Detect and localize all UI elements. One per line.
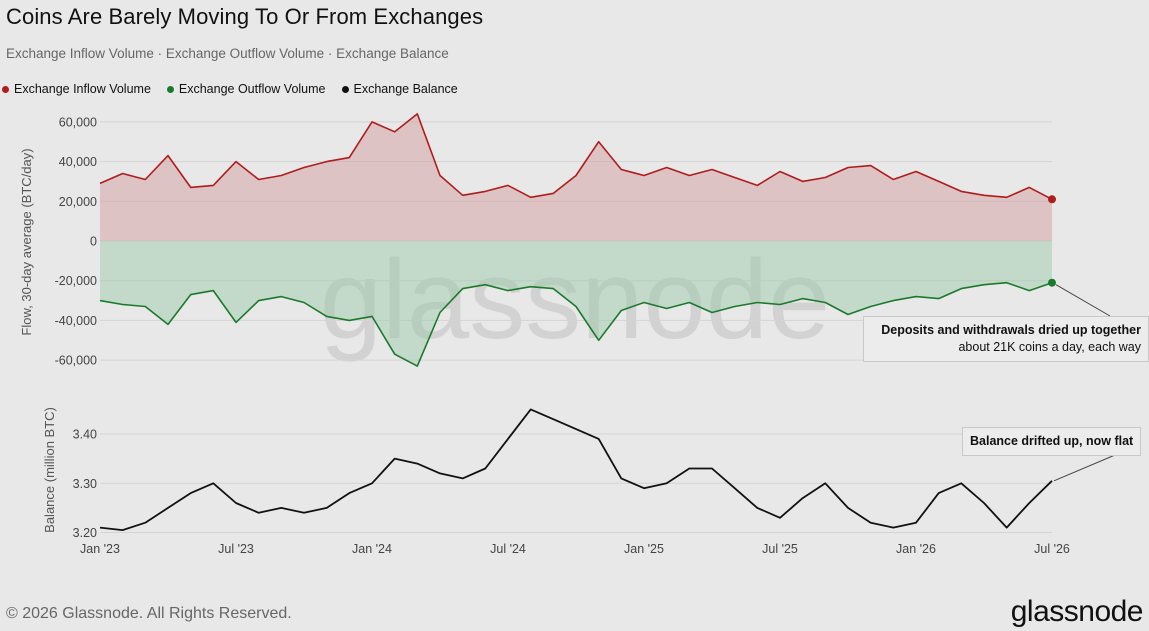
- chart-subtitle: Exchange Inflow Volume · Exchange Outflo…: [6, 46, 449, 61]
- x-tick-label: Jan '24: [352, 542, 392, 556]
- inflow-area: [100, 113, 1052, 241]
- x-tick-label: Jul '26: [1034, 542, 1070, 556]
- flow-tick-label: -40,000: [55, 314, 97, 328]
- legend: Exchange Inflow Volume Exchange Outflow …: [2, 82, 458, 96]
- flow-axis-label: Flow, 30-day average (BTC/day): [19, 148, 34, 335]
- x-tick-label: Jul '25: [762, 542, 798, 556]
- legend-label-balance: Exchange Balance: [353, 82, 458, 96]
- balance-axis-label: Balance (million BTC): [42, 407, 57, 533]
- flow-tick-label: 20,000: [59, 195, 97, 209]
- flow-annotation-leader: [1055, 284, 1111, 317]
- x-tick-label: Jul '23: [218, 542, 254, 556]
- flow-tick-label: 40,000: [59, 155, 97, 169]
- balance-tick-label: 3.20: [73, 526, 97, 540]
- outflow-area: [100, 241, 1052, 367]
- x-tick-label: Jan '23: [80, 542, 120, 556]
- inflow-end-point: [1048, 195, 1056, 204]
- outflow-end-point: [1048, 278, 1056, 287]
- x-tick-label: Jan '25: [624, 542, 664, 556]
- copyright: © 2026 Glassnode. All Rights Reserved.: [6, 605, 292, 622]
- legend-dot-balance: [341, 85, 349, 93]
- balance-line: [99, 408, 1053, 531]
- legend-dot-outflow: [166, 85, 174, 93]
- chart-title: Coins Are Barely Moving To Or From Excha…: [6, 4, 484, 29]
- brand-logo: glassnode: [1010, 595, 1144, 628]
- outflow-line: [99, 281, 1053, 367]
- x-tick-label: Jul '24: [490, 542, 526, 556]
- legend-item-outflow[interactable]: Exchange Outflow Volume: [166, 82, 326, 96]
- legend-item-balance[interactable]: Exchange Balance: [341, 82, 458, 96]
- flow-annotation-body: about 21K coins a day, each way: [958, 340, 1141, 354]
- watermark-text: glassnode: [320, 237, 831, 362]
- legend-dot-inflow: [2, 85, 9, 93]
- legend-label-outflow: Exchange Outflow Volume: [178, 82, 326, 96]
- balance-annotation-leader: [1053, 454, 1116, 482]
- flow-tick-label: 60,000: [59, 115, 97, 129]
- legend-item-inflow[interactable]: Exchange Inflow Volume: [2, 82, 151, 96]
- flow-annotation-title: Deposits and withdrawals dried up togeth…: [881, 323, 1141, 337]
- flow-annotation: Deposits and withdrawals dried up togeth…: [863, 316, 1149, 362]
- legend-label-inflow: Exchange Inflow Volume: [14, 82, 151, 96]
- flow-tick-label: -20,000: [55, 274, 97, 288]
- flow-tick-label: -60,000: [55, 354, 97, 368]
- balance-tick-label: 3.30: [73, 477, 97, 491]
- balance-annotation: Balance drifted up, now flat: [962, 427, 1142, 456]
- flow-tick-label: 0: [90, 235, 97, 249]
- inflow-line: [99, 113, 1053, 201]
- x-tick-label: Jan '26: [896, 542, 936, 556]
- balance-tick-label: 3.40: [73, 428, 97, 442]
